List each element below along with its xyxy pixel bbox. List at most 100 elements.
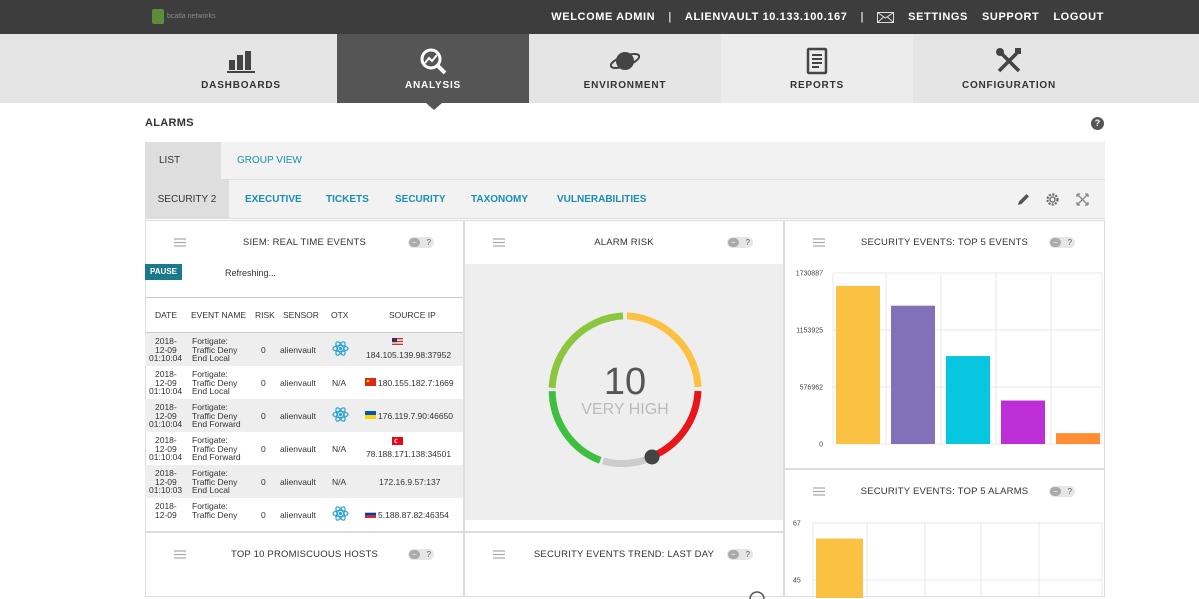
nav-reports[interactable]: REPORTS: [721, 34, 913, 103]
minimize-icon[interactable]: −: [1050, 487, 1061, 496]
panel-help-icon[interactable]: ?: [745, 550, 750, 559]
bar[interactable]: [816, 538, 863, 598]
bar[interactable]: [1001, 400, 1045, 444]
otx-pulse-icon[interactable]: [332, 505, 349, 522]
panel-help-icon[interactable]: ?: [745, 238, 750, 247]
minimize-icon[interactable]: −: [728, 550, 739, 559]
tab-vulnerabilities[interactable]: VULNERABILITIES: [557, 194, 647, 205]
welcome-text: WELCOME ADMIN: [551, 11, 656, 23]
bar[interactable]: [1056, 433, 1100, 444]
drag-handle-icon[interactable]: [493, 550, 505, 559]
fullscreen-icon[interactable]: [1075, 192, 1090, 207]
panel-controls[interactable]: −?: [408, 549, 434, 560]
bar[interactable]: [891, 305, 935, 444]
panel-controls[interactable]: −?: [1049, 237, 1075, 248]
event-name: Traffic Deny: [192, 476, 238, 487]
panel-title: SECURITY EVENTS TREND: LAST DAY: [533, 549, 715, 560]
tab-group-view[interactable]: GROUP VIEW: [237, 155, 302, 166]
gear-icon[interactable]: [1045, 192, 1060, 207]
table-row[interactable]: 2018- 12-09 01:10:04 Fortigate: Traffic Deny…: [145, 432, 463, 465]
bar-chart-icon: [227, 51, 255, 73]
col-event-name[interactable]: EVENT NAME: [191, 310, 247, 320]
col-risk[interactable]: RISK: [255, 310, 275, 320]
events-trend-panel: SECURITY EVENTS TREND: LAST DAY −?: [464, 532, 784, 599]
event-name: Traffic Deny: [192, 344, 238, 355]
separator: |: [668, 11, 672, 23]
panel-help-icon[interactable]: ?: [426, 238, 431, 247]
tab-executive[interactable]: EXECUTIVE: [245, 194, 302, 205]
col-source-ip[interactable]: SOURCE IP: [389, 310, 436, 320]
table-row[interactable]: 2018- 12-09 01:10:04 Fortigate: Traffic Deny…: [145, 333, 463, 366]
col-sensor[interactable]: SENSOR: [283, 310, 319, 320]
event-sensor[interactable]: alienvault: [280, 477, 316, 487]
minimize-icon[interactable]: −: [409, 238, 420, 247]
event-risk: 0: [261, 444, 266, 454]
event-sensor[interactable]: alienvault: [280, 444, 316, 454]
tab-security-2[interactable]: SECURITY 2: [145, 180, 229, 219]
event-source-ip[interactable]: 180.155.182.7:1669: [378, 378, 454, 388]
table-row[interactable]: 2018- 12-09 Fortigate: Traffic Deny 0 alienva…: [145, 498, 463, 531]
panel-help-icon[interactable]: ?: [1067, 487, 1072, 496]
y-tick-label: 1153925: [796, 327, 823, 334]
drag-handle-icon[interactable]: [813, 238, 825, 247]
panel-help-icon[interactable]: ?: [426, 550, 431, 559]
table-row[interactable]: 2018- 12-09 01:10:04 Fortigate: Traffic Deny…: [145, 399, 463, 432]
event-sensor[interactable]: alienvault: [280, 411, 316, 421]
event-sensor[interactable]: alienvault: [280, 378, 316, 388]
event-sensor[interactable]: alienvault: [280, 345, 316, 355]
col-date[interactable]: DATE: [155, 310, 178, 320]
minimize-icon[interactable]: −: [409, 550, 420, 559]
nav-dashboards[interactable]: DASHBOARDS: [145, 34, 337, 103]
panel-controls[interactable]: −?: [408, 237, 434, 248]
mail-icon[interactable]: [877, 11, 895, 23]
ua-flag-icon: [365, 411, 376, 419]
event-sensor[interactable]: alienvault: [280, 510, 316, 520]
otx-pulse-icon[interactable]: [332, 340, 349, 357]
settings-link[interactable]: SETTINGS: [908, 11, 968, 23]
panel-controls[interactable]: −?: [727, 549, 753, 560]
drag-handle-icon[interactable]: [174, 238, 186, 247]
top5-events-chart: 1730887 1153925 576962 0: [796, 271, 1103, 449]
event-source-ip[interactable]: 176.119.7.90:46650: [378, 411, 453, 421]
support-link[interactable]: SUPPORT: [981, 11, 1040, 23]
event-source-ip[interactable]: 184.105.139.98:37952: [366, 350, 452, 360]
gauge-needle-dot: [644, 449, 660, 465]
drag-handle-icon[interactable]: [813, 487, 825, 496]
top5-alarms-panel: SECURITY EVENTS: TOP 5 ALARMS −? 67 45: [784, 469, 1105, 598]
event-source-ip[interactable]: 78.188.171.138:34501: [366, 449, 452, 459]
panel-controls[interactable]: −?: [1049, 486, 1075, 497]
event-source-ip[interactable]: 5.188.87.82:46354: [378, 510, 449, 520]
drag-handle-icon[interactable]: [174, 550, 186, 559]
event-risk: 0: [261, 510, 266, 520]
edit-pencil-icon[interactable]: [1016, 192, 1031, 207]
col-otx[interactable]: OTX: [331, 310, 349, 320]
minimize-icon[interactable]: −: [728, 238, 739, 247]
nav-analysis[interactable]: ANALYSIS: [337, 34, 529, 103]
event-date: 2018-: [155, 468, 177, 478]
event-otx: N/A: [332, 477, 347, 487]
nav-label: ANALYSIS: [404, 80, 462, 91]
nav-configuration[interactable]: CONFIGURATION: [913, 34, 1105, 103]
pause-button[interactable]: PAUSE: [145, 264, 182, 280]
event-source-ip[interactable]: 172.16.9.57:137: [379, 477, 441, 487]
tab-tickets[interactable]: TICKETS: [326, 194, 369, 205]
panel-controls[interactable]: −?: [727, 237, 753, 248]
help-icon[interactable]: ?: [1091, 117, 1104, 130]
bar[interactable]: [836, 285, 880, 444]
table-row[interactable]: 2018- 12-09 01:10:04 Fortigate: Traffic Deny…: [145, 366, 463, 399]
tab-list-view[interactable]: LIST VIEW: [145, 142, 221, 204]
y-tick-label: 576962: [800, 385, 823, 392]
table-row[interactable]: 2018- 12-09 01:10:03 Fortigate: Traffic Deny…: [145, 465, 463, 498]
nav-environment[interactable]: ENVIRONMENT: [529, 34, 721, 103]
drag-handle-icon[interactable]: [493, 238, 505, 247]
bar[interactable]: [946, 356, 990, 444]
tab-taxonomy[interactable]: TAXONOMY: [471, 194, 529, 205]
logout-link[interactable]: LOGOUT: [1053, 11, 1104, 23]
cn-flag-icon: [365, 378, 376, 386]
event-name: Fortigate:: [192, 435, 228, 445]
otx-pulse-icon[interactable]: [332, 406, 349, 423]
tab-security[interactable]: SECURITY: [395, 194, 446, 205]
minimize-icon[interactable]: −: [1050, 238, 1061, 247]
panel-help-icon[interactable]: ?: [1067, 238, 1072, 247]
logo[interactable]: bcatla networks: [152, 9, 216, 24]
